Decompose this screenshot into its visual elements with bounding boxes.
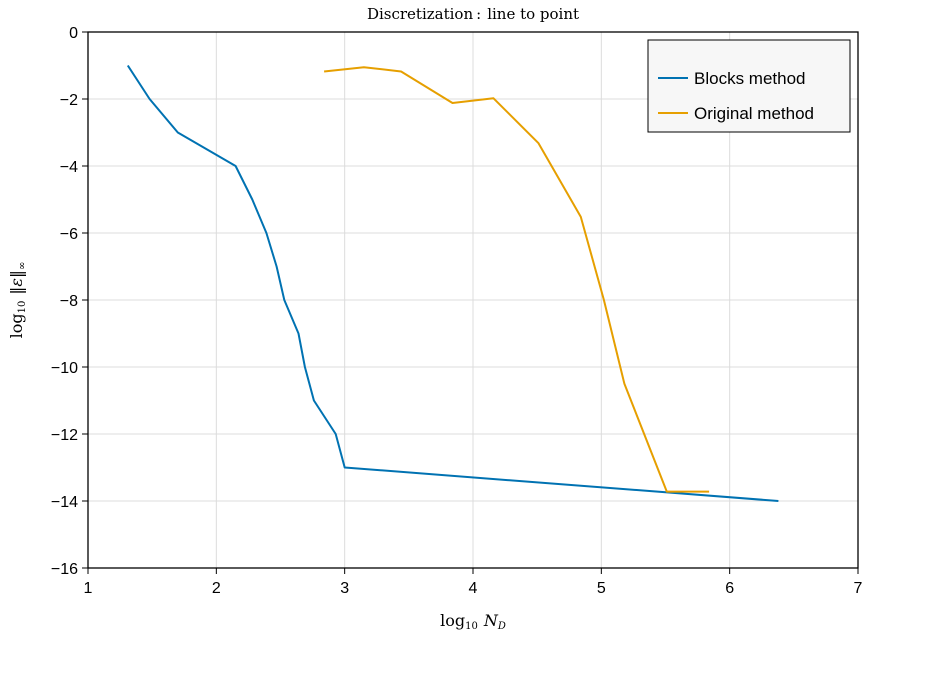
- y-tick-label: −4: [60, 159, 78, 176]
- x-tick-label: 7: [854, 580, 863, 597]
- y-tick-label: −12: [51, 427, 78, 444]
- ticks: 1 2 3 4 5 6 7 0 −2 −4 −6 −8 −10 −12 −14 −16: [51, 25, 863, 597]
- y-tick-label: −16: [51, 561, 78, 578]
- y-tick-label: −2: [60, 92, 78, 109]
- legend-label-blocks-method: Blocks method: [694, 69, 806, 88]
- legend: Blocks method Original method: [647, 39, 851, 133]
- legend-label-original-method: Original method: [694, 104, 814, 123]
- series-layer: [126, 64, 779, 502]
- y-tick-label: 0: [69, 25, 78, 42]
- y-tick-label: −14: [51, 494, 78, 511]
- y-tick-label: −6: [60, 226, 78, 243]
- x-tick-label: 4: [469, 580, 478, 597]
- y-tick-label: −10: [51, 360, 78, 377]
- x-tick-label: 1: [84, 580, 93, 597]
- series-line-blocks-method: [126, 64, 779, 502]
- x-tick-label: 6: [725, 580, 734, 597]
- x-axis-label: log10 ND: [440, 611, 506, 632]
- y-axis-label: log10‖ε‖∞: [7, 262, 28, 339]
- chart-title: Discretization: line to point: [367, 5, 579, 23]
- x-tick-label: 2: [212, 580, 221, 597]
- x-tick-label: 5: [597, 580, 606, 597]
- legend-box: [647, 39, 851, 133]
- x-tick-label: 3: [340, 580, 349, 597]
- y-tick-label: −8: [60, 293, 78, 310]
- series-line-original-method: [323, 66, 710, 493]
